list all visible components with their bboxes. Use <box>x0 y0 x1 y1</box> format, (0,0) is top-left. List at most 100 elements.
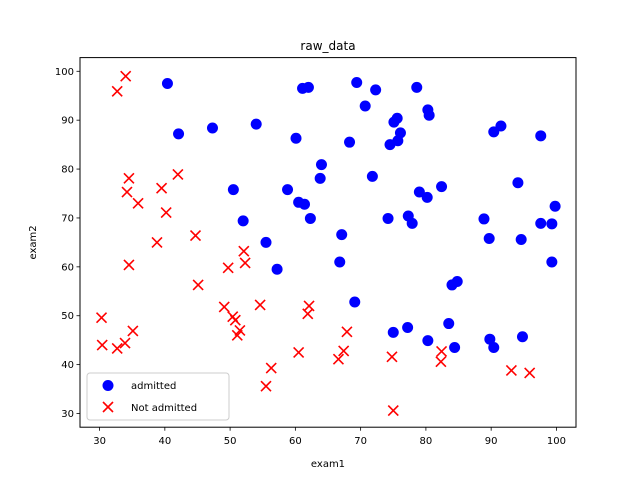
chart-title: raw_data <box>300 39 355 53</box>
x-axis-ticks: 30 40 50 60 70 80 90 100 <box>93 427 566 447</box>
point-not-admitted <box>151 236 163 248</box>
point-admitted <box>290 132 302 144</box>
point-admitted <box>387 326 399 338</box>
x-tick-label: 80 <box>420 436 433 447</box>
point-not-admitted <box>160 207 172 219</box>
point-admitted <box>516 331 528 343</box>
point-admitted <box>351 77 363 89</box>
point-admitted <box>446 279 458 291</box>
point-not-admitted <box>192 279 204 291</box>
point-admitted <box>535 130 547 142</box>
point-admitted <box>423 109 435 121</box>
point-admitted <box>515 233 527 245</box>
point-admitted <box>392 135 404 147</box>
point-not-admitted <box>524 367 536 379</box>
plot-frame <box>79 57 577 428</box>
point-admitted <box>282 184 294 196</box>
x-tick-label: 40 <box>158 436 171 447</box>
point-not-admitted <box>231 329 243 341</box>
point-not-admitted <box>338 345 350 357</box>
point-admitted <box>391 112 403 124</box>
point-admitted <box>546 218 558 230</box>
legend-label-not-admitted: Not admitted <box>131 403 197 414</box>
point-not-admitted <box>293 346 305 358</box>
y-tick-label: 50 <box>61 311 74 322</box>
point-admitted <box>402 321 414 333</box>
point-not-admitted <box>127 325 139 337</box>
point-not-admitted <box>156 182 168 194</box>
point-admitted <box>366 170 378 182</box>
x-tick-label: 100 <box>547 436 566 447</box>
point-admitted <box>359 100 371 112</box>
point-admitted <box>449 342 461 354</box>
x-tick-label: 30 <box>93 436 106 447</box>
legend-marker-admitted <box>102 380 114 391</box>
point-not-admitted <box>303 300 315 312</box>
point-admitted <box>370 84 382 96</box>
point-not-admitted <box>189 229 202 242</box>
point-not-admitted <box>123 259 135 271</box>
y-tick-label: 30 <box>61 409 74 420</box>
point-admitted <box>173 128 185 140</box>
point-admitted <box>422 335 434 347</box>
point-not-admitted <box>229 314 241 326</box>
point-not-admitted <box>132 197 144 209</box>
point-admitted <box>336 229 348 241</box>
y-tick-label: 80 <box>61 165 74 176</box>
point-not-admitted <box>260 380 272 392</box>
point-admitted <box>413 186 425 198</box>
point-admitted <box>250 118 262 130</box>
point-admitted <box>443 318 455 330</box>
point-admitted <box>334 256 346 268</box>
point-admitted <box>484 333 496 345</box>
x-tick-label: 70 <box>354 436 367 447</box>
point-admitted <box>549 200 561 212</box>
point-admitted <box>344 136 356 148</box>
y-tick-label: 90 <box>61 116 74 127</box>
legend: admitted Not admitted <box>86 372 230 421</box>
y-axis-label: exam2 <box>28 225 39 259</box>
point-admitted <box>421 191 433 203</box>
plot-area <box>80 57 576 428</box>
point-not-admitted <box>238 245 250 257</box>
point-admitted <box>382 212 394 224</box>
legend-box <box>86 372 230 421</box>
point-not-admitted <box>111 342 123 355</box>
point-admitted <box>161 78 173 90</box>
point-not-admitted <box>95 312 108 324</box>
point-not-admitted <box>435 345 448 357</box>
point-admitted <box>299 198 311 210</box>
point-admitted <box>483 232 495 244</box>
y-tick-label: 100 <box>55 67 74 78</box>
point-admitted <box>436 181 448 193</box>
y-tick-label: 60 <box>61 262 74 273</box>
point-admitted <box>260 236 272 248</box>
point-admitted <box>478 213 490 225</box>
point-admitted <box>406 217 418 229</box>
x-tick-label: 50 <box>224 436 237 447</box>
legend-marker-not-admitted <box>102 401 114 413</box>
point-not-admitted <box>265 362 277 374</box>
point-not-admitted <box>254 299 266 311</box>
point-not-admitted <box>111 85 123 97</box>
point-admitted <box>315 159 327 171</box>
point-not-admitted <box>96 339 108 351</box>
point-not-admitted <box>123 172 135 184</box>
point-not-admitted <box>172 168 184 181</box>
point-not-admitted <box>332 353 345 365</box>
y-axis-ticks: 30 40 50 60 70 80 90 100 <box>55 67 80 420</box>
point-not-admitted <box>435 356 447 368</box>
point-admitted <box>206 122 218 134</box>
data-points <box>95 70 561 417</box>
point-admitted <box>546 256 558 268</box>
point-not-admitted <box>387 405 399 417</box>
point-admitted <box>349 296 361 308</box>
point-not-admitted <box>218 301 230 313</box>
point-admitted <box>512 177 524 189</box>
point-admitted <box>314 172 326 184</box>
point-admitted <box>495 120 507 132</box>
point-not-admitted <box>222 262 234 274</box>
point-not-admitted <box>505 364 517 377</box>
x-tick-label: 60 <box>289 436 302 447</box>
